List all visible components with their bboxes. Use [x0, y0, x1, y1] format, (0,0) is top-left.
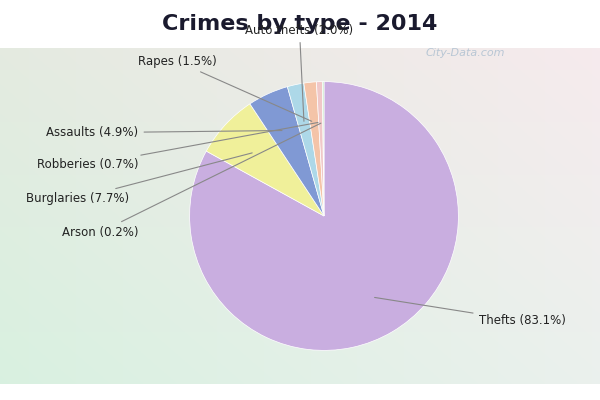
- Text: Auto thefts (2.0%): Auto thefts (2.0%): [245, 24, 353, 121]
- Wedge shape: [287, 83, 324, 216]
- Text: Arson (0.2%): Arson (0.2%): [62, 123, 321, 239]
- Text: Thefts (83.1%): Thefts (83.1%): [374, 298, 565, 327]
- Wedge shape: [304, 82, 324, 216]
- Text: City-Data.com: City-Data.com: [426, 48, 505, 58]
- Wedge shape: [322, 82, 324, 216]
- Wedge shape: [316, 82, 324, 216]
- Wedge shape: [250, 87, 324, 216]
- Text: Crimes by type - 2014: Crimes by type - 2014: [163, 14, 437, 34]
- Text: Robberies (0.7%): Robberies (0.7%): [37, 122, 318, 172]
- Text: Assaults (4.9%): Assaults (4.9%): [46, 126, 282, 139]
- Wedge shape: [190, 82, 458, 350]
- Wedge shape: [206, 104, 324, 216]
- Text: Burglaries (7.7%): Burglaries (7.7%): [26, 153, 252, 205]
- Text: Rapes (1.5%): Rapes (1.5%): [138, 55, 312, 121]
